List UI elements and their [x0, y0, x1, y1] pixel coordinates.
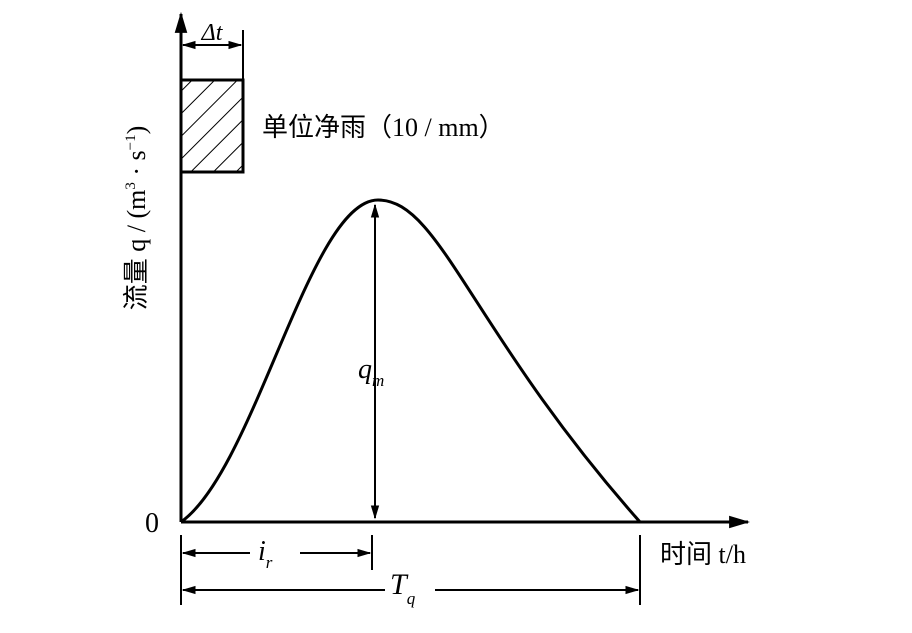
label-part: r — [266, 553, 273, 572]
dt-label: Δt — [201, 20, 224, 46]
y-axis-label: 流量 q / (m3 · s−1) — [122, 126, 151, 311]
hydrograph — [180, 198, 642, 524]
origin-label: 0 — [145, 508, 159, 539]
x-axis-label: 时间 t/h — [660, 540, 746, 569]
rain-hatch — [181, 80, 243, 172]
label-part: q — [358, 354, 372, 385]
rain-block — [179, 78, 245, 174]
label-part: 流量 q / (m — [122, 190, 151, 311]
label-part: m — [372, 371, 384, 390]
base-label: Tq — [390, 568, 416, 608]
label-part: −1 — [123, 134, 139, 150]
label-part: T — [390, 568, 409, 601]
label-part: · s — [122, 150, 151, 182]
label-part: q — [407, 589, 416, 608]
rain-label: 单位净雨（10 / mm） — [262, 113, 505, 142]
rise-label: ir — [258, 536, 273, 572]
label-part: i — [258, 536, 266, 567]
label-part: ) — [122, 126, 151, 135]
label-part: 3 — [123, 182, 139, 190]
peak-label: qm — [358, 354, 384, 390]
